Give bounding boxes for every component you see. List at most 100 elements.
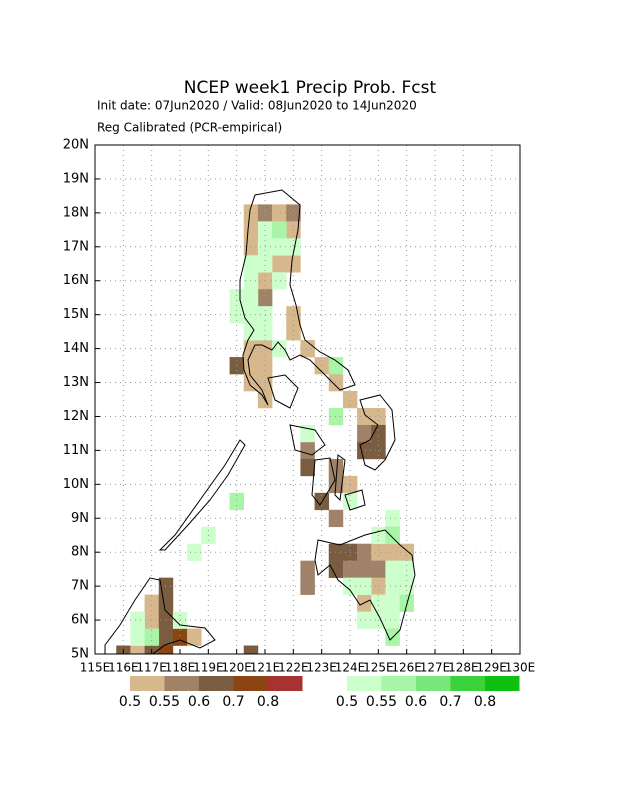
wet-cell [243, 289, 259, 307]
x-tick-label: 130E [505, 661, 536, 675]
dry-cell [357, 407, 372, 426]
dry-cell [371, 560, 386, 578]
dry-cell [371, 407, 386, 426]
dry-cell [272, 204, 287, 222]
dry-cell [130, 645, 145, 654]
x-tick-label: 119E [193, 661, 224, 675]
dry-cell [286, 323, 301, 341]
wet-cell [272, 221, 287, 239]
dry-legend-label: 0.6 [188, 694, 210, 710]
x-tick-label: 122E [278, 661, 309, 675]
x-tick-label: 126E [391, 661, 422, 675]
dry-cell [144, 594, 160, 612]
x-tick-label: 116E [108, 661, 139, 675]
coastline [104, 189, 416, 654]
dry-cell [272, 255, 287, 273]
y-tick-label: 10N [63, 477, 89, 492]
coastline-borneo [104, 577, 216, 654]
wet-cell [272, 238, 287, 256]
wet-cell [399, 560, 415, 578]
dry-cell [328, 458, 344, 477]
dry-cell [187, 628, 202, 646]
wet-legend-swatch [450, 676, 485, 691]
y-tick-label: 7N [71, 579, 89, 594]
dry-legend-label: 0.55 [149, 694, 180, 710]
wet-legend-label: 0.6 [405, 694, 427, 710]
dry-cell [158, 594, 174, 612]
dry-cell [243, 645, 259, 654]
coastline-luzon [239, 189, 356, 406]
dry-cell [300, 441, 315, 460]
y-tick-label: 11N [63, 443, 89, 458]
y-tick-label: 12N [63, 409, 89, 424]
y-tick-label: 6N [71, 613, 89, 628]
coastline-panay [289, 424, 326, 456]
wet-cell [385, 594, 400, 612]
plot-frame [94, 144, 521, 655]
dry-cell [158, 645, 174, 654]
dry-cell [286, 255, 301, 273]
wet-cell [371, 594, 386, 612]
wet-cell [130, 628, 145, 646]
y-tick-label: 15N [63, 307, 89, 322]
x-tick-label: 117E [136, 661, 167, 675]
wet-cell [144, 628, 160, 646]
wet-cell [272, 272, 287, 290]
dry-cell [371, 424, 386, 443]
coastline-samar-leyte [359, 394, 396, 471]
wet-cell [229, 306, 245, 324]
y-tick-label: 9N [71, 511, 89, 526]
dry-legend-swatch [233, 676, 268, 691]
wet-cell [257, 221, 273, 239]
x-tick-label: 124E [335, 661, 366, 675]
dry-cell [300, 458, 315, 477]
x-tick-label: 127E [420, 661, 451, 675]
dry-cell [158, 628, 174, 646]
dry-cell [357, 543, 372, 561]
y-tick-label: 17N [63, 239, 89, 254]
dry-legend-swatch [268, 676, 303, 691]
wet-cell [385, 526, 400, 545]
dry-legend-swatch [199, 676, 234, 691]
y-tick-label: 8N [71, 545, 89, 560]
coastline-palawan [158, 439, 246, 551]
wet-cell [229, 492, 245, 511]
dry-cell [172, 628, 188, 646]
x-tick-label: 118E [165, 661, 196, 675]
title: NCEP week1 Precip Prob. Fcst [184, 78, 437, 98]
y-tick-label: 20N [63, 138, 89, 153]
wet-cell [243, 323, 259, 341]
coastline-cebu [334, 454, 346, 502]
dry-cell [243, 221, 259, 239]
subtitle: Init date: 07Jun2020 / Valid: 08Jun2020 … [97, 99, 417, 113]
wet-legend-swatch [347, 676, 382, 691]
y-tick-label: 16N [63, 273, 89, 288]
y-tick-label: 13N [63, 375, 89, 390]
wet-legend-swatch [416, 676, 451, 691]
dry-cell [371, 577, 386, 595]
y-tick-label: 14N [63, 341, 89, 356]
dry-cell [243, 357, 259, 375]
wet-legend-label: 0.55 [366, 694, 397, 710]
coastline-mindoro [267, 374, 299, 409]
cell-layer [116, 204, 415, 654]
coastline-negros [311, 457, 336, 506]
wet-cell [286, 238, 301, 256]
wet-cell [257, 323, 273, 341]
dry-legend-swatch [130, 676, 165, 691]
y-tick-label: 18N [63, 205, 89, 220]
coastline-bohol [344, 489, 366, 511]
subtitle: Reg Calibrated (PCR-empirical) [97, 121, 282, 135]
wet-cell [357, 611, 372, 629]
wet-cell [187, 543, 202, 561]
x-tick-label: 123E [306, 661, 337, 675]
wet-cell [385, 509, 400, 528]
wet-cell [243, 255, 259, 273]
legend: 0.5 0.55 0.6 0.7 0.8 0.5 0.55 0.6 0.7 0.8 [119, 676, 520, 710]
x-tick-label: 128E [448, 661, 479, 675]
dry-cell [371, 543, 386, 561]
x-tick-label: 121E [250, 661, 281, 675]
wet-legend-label: 0.7 [439, 694, 461, 710]
wet-legend-swatch [485, 676, 520, 691]
x-tick-label: 129E [476, 661, 507, 675]
